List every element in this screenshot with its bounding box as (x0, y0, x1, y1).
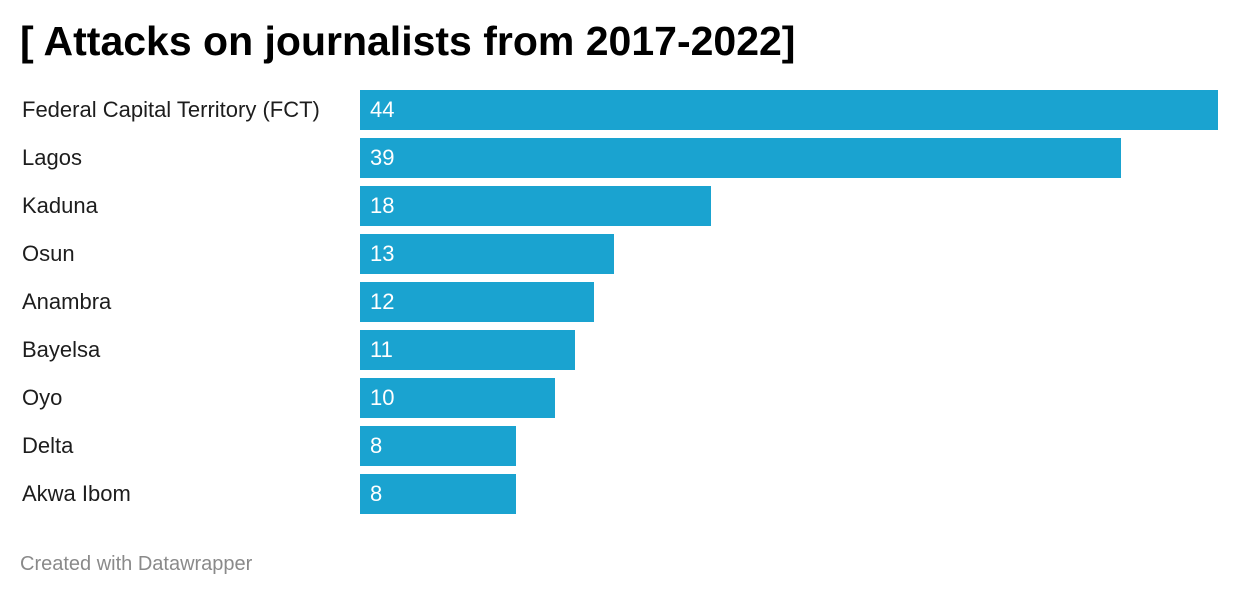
bar-value-label: 8 (370, 433, 383, 458)
bar-value-label: 18 (370, 193, 395, 218)
bar-value-label: 8 (370, 481, 383, 506)
bar[interactable]: 8 (360, 426, 516, 466)
category-label: Federal Capital Territory (FCT) (22, 97, 320, 122)
bar[interactable]: 18 (360, 186, 711, 226)
category-label: Bayelsa (22, 337, 101, 362)
bar-value-label: 39 (370, 145, 395, 170)
bar[interactable]: 12 (360, 282, 594, 322)
category-label: Oyo (22, 385, 63, 410)
datawrapper-credit[interactable]: Created with Datawrapper (20, 553, 253, 575)
bar-value-label: 12 (370, 289, 395, 314)
bar-value-label: 10 (370, 385, 395, 410)
bar-value-label: 44 (370, 97, 395, 122)
bar[interactable]: 44 (360, 90, 1218, 130)
category-label: Akwa Ibom (22, 481, 131, 506)
category-label: Lagos (22, 145, 82, 170)
category-label: Kaduna (22, 193, 98, 218)
bar-value-label: 11 (370, 337, 393, 362)
bar[interactable]: 13 (360, 234, 614, 274)
bar[interactable]: 11 (360, 330, 575, 370)
category-label: Delta (22, 433, 74, 458)
bar[interactable]: 10 (360, 378, 555, 418)
chart-title: [ Attacks on journalists from 2017-2022] (20, 18, 796, 64)
category-label: Osun (22, 241, 75, 266)
bar-value-label: 13 (370, 241, 395, 266)
category-label: Anambra (22, 289, 112, 314)
bar[interactable]: 39 (360, 138, 1121, 178)
bar[interactable]: 8 (360, 474, 516, 514)
